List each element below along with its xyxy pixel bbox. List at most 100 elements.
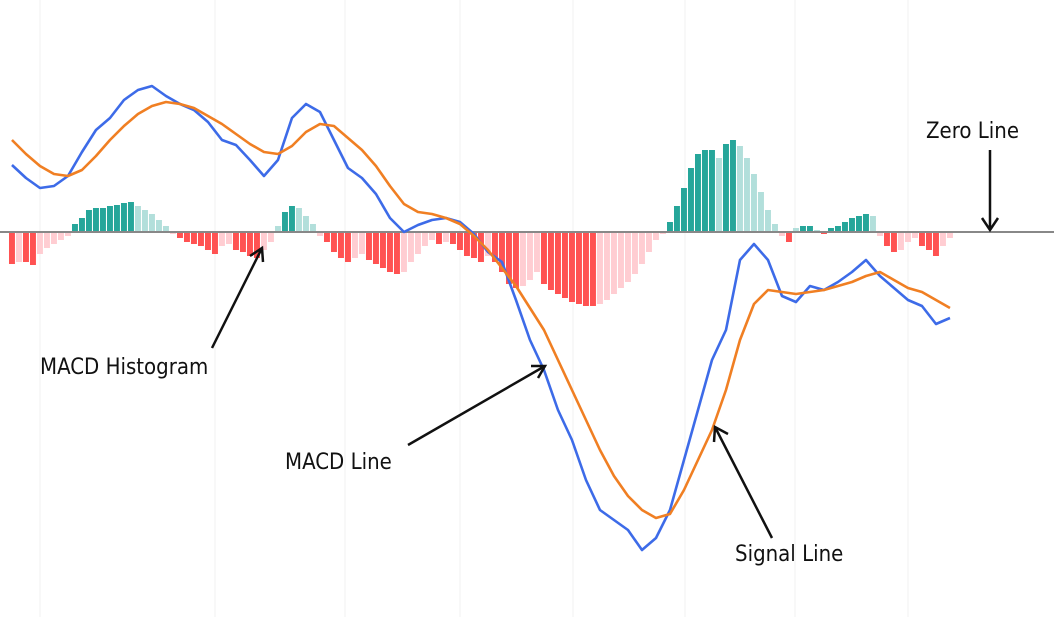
histogram-bar: [856, 216, 862, 232]
histogram-bar: [428, 232, 435, 240]
histogram-bar: [583, 232, 589, 306]
histogram-bar: [176, 232, 183, 238]
histogram-bar: [632, 232, 638, 274]
histogram-bar: [113, 205, 120, 232]
histogram-bar: [940, 232, 946, 246]
histogram-bar: [29, 232, 36, 265]
histogram-bar: [898, 232, 904, 250]
histogram-bar: [541, 232, 547, 284]
histogram-bar: [22, 232, 29, 262]
histogram-bar: [260, 232, 267, 250]
histogram-bar: [232, 232, 239, 250]
histogram-bar: [590, 232, 596, 306]
arrow: [210, 245, 265, 349]
histogram-bar: [779, 232, 785, 236]
histogram-bar: [120, 203, 127, 232]
histogram-bar: [449, 232, 456, 244]
histogram-bar: [695, 154, 701, 232]
histogram-bar: [477, 232, 484, 262]
histogram-bar: [302, 216, 309, 232]
annotation: MACD Histogram: [40, 355, 208, 380]
histogram-bar: [407, 232, 414, 262]
histogram-bar: [505, 232, 512, 284]
histogram-bar: [463, 232, 470, 256]
histogram-bar: [204, 232, 211, 250]
histogram-bar: [519, 232, 526, 286]
histogram-bar: [225, 232, 232, 244]
histogram-bar: [78, 218, 85, 232]
histogram-bar: [555, 232, 561, 294]
histogram-bar: [842, 222, 848, 232]
histogram-bar: [127, 202, 134, 232]
histogram-bar: [183, 232, 190, 242]
histogram-bar: [351, 232, 358, 258]
histogram-bar: [548, 232, 554, 290]
histogram-bar: [639, 232, 645, 264]
arrow: [980, 150, 1000, 233]
histogram-bar: [730, 140, 736, 232]
histogram-bar: [470, 232, 477, 258]
histogram-bar: [288, 206, 295, 232]
histogram-bar: [267, 232, 274, 242]
histogram-bar: [99, 208, 106, 232]
histogram-bar: [43, 232, 50, 248]
histogram-bar: [744, 158, 750, 232]
histogram-bar: [688, 168, 694, 232]
histogram-bar: [653, 232, 659, 240]
histogram-bar: [239, 232, 246, 252]
histogram-bar: [828, 228, 834, 232]
histogram-bar: [190, 232, 197, 244]
histogram-bar: [646, 232, 652, 252]
arrow: [712, 424, 774, 539]
histogram-bar: [57, 232, 64, 240]
histogram-bar: [337, 232, 344, 258]
histogram-bar: [309, 224, 316, 232]
histogram-bar: [534, 232, 540, 272]
histogram-bar: [421, 232, 428, 246]
histogram-bar: [36, 232, 43, 254]
histogram-bar: [793, 228, 799, 232]
series-line: [11, 100, 951, 520]
histogram-bar: [64, 232, 71, 236]
histogram-bar: [344, 232, 351, 262]
histogram-bar: [527, 232, 533, 280]
histogram-bar: [155, 220, 162, 232]
histogram-bar: [484, 232, 491, 256]
histogram-bar: [863, 214, 869, 232]
histogram-bar: [358, 232, 365, 254]
histogram-bar: [576, 232, 582, 304]
series-line: [11, 84, 951, 552]
histogram-bar: [569, 232, 575, 302]
histogram-bar: [498, 232, 505, 272]
histogram-bar: [765, 210, 771, 232]
histogram-bar: [295, 208, 302, 232]
histogram-bar: [891, 232, 897, 252]
plot: [0, 84, 1054, 552]
histogram-bar: [751, 174, 757, 232]
histogram-bar: [50, 232, 57, 244]
annotation: Zero Line: [926, 119, 1019, 144]
histogram-bar: [106, 206, 113, 232]
histogram-bar: [912, 232, 918, 238]
histogram-bar: [849, 218, 855, 232]
histogram-bar: [148, 214, 155, 232]
histogram-bar: [71, 224, 78, 232]
histogram-bar: [393, 232, 400, 274]
histogram-bar: [414, 232, 421, 254]
histogram-bar: [800, 226, 806, 232]
histogram-bar: [365, 232, 372, 260]
annotation: Signal Line: [735, 542, 843, 567]
histogram-bar: [933, 232, 939, 256]
histogram-bar: [597, 232, 603, 304]
histogram-bar: [218, 232, 225, 246]
histogram-bar: [737, 146, 743, 232]
histogram-bar: [386, 232, 393, 272]
histogram-bar: [905, 232, 911, 242]
histogram-bar: [512, 232, 519, 288]
histogram-bar: [141, 210, 148, 232]
histogram-bar: [197, 232, 204, 246]
histogram-bar: [323, 232, 330, 242]
histogram-bar: [618, 232, 624, 288]
histogram-bar: [211, 232, 218, 254]
